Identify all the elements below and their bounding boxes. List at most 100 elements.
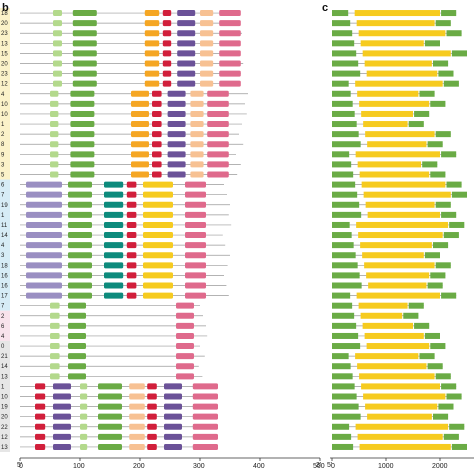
- motif-box: [131, 110, 149, 117]
- x-tick-label: 1000: [378, 463, 394, 470]
- motif-box: [131, 171, 149, 178]
- motif-box: [200, 80, 214, 87]
- motif-box: [53, 10, 62, 17]
- motif-box: [192, 443, 218, 450]
- motif-box: [126, 262, 137, 269]
- motif-box: [53, 80, 62, 87]
- motif-box: [53, 423, 71, 430]
- motif-box: [26, 272, 62, 279]
- group-band: [0, 310, 10, 341]
- motif-box: [185, 201, 206, 208]
- motif-box: [68, 373, 86, 380]
- cds-box: [356, 20, 435, 27]
- motif-box: [72, 60, 97, 67]
- motif-box: [53, 443, 71, 450]
- utr-box: [430, 100, 446, 107]
- utr-box: [332, 332, 359, 339]
- cds-box: [367, 413, 432, 420]
- gene-row: [332, 252, 440, 259]
- motif-box: [68, 201, 92, 208]
- row-label: 14: [1, 233, 8, 239]
- utr-box: [332, 343, 361, 350]
- motif-box: [167, 161, 186, 168]
- cds-box: [360, 242, 432, 249]
- motif-box: [72, 20, 97, 27]
- cds-box: [355, 151, 440, 158]
- row-label: 4: [1, 243, 5, 249]
- motif-box: [185, 221, 206, 228]
- utr-box: [332, 100, 353, 107]
- utr-box: [332, 171, 354, 178]
- motif-box: [72, 10, 97, 17]
- motif-row: [20, 383, 218, 390]
- motif-box: [104, 201, 124, 208]
- motif-box: [35, 393, 46, 400]
- utr-box: [435, 201, 451, 208]
- motif-box: [50, 141, 59, 148]
- motif-box: [185, 252, 206, 259]
- motif-box: [70, 121, 95, 128]
- motif-box: [26, 221, 62, 228]
- motif-row: [20, 272, 224, 279]
- motif-box: [162, 80, 172, 87]
- motif-box: [131, 151, 149, 158]
- cds-box: [362, 322, 413, 329]
- gene-row: [332, 383, 457, 390]
- motif-box: [185, 232, 206, 239]
- motif-row: [20, 312, 203, 319]
- motif-box: [219, 20, 241, 27]
- motif-box: [190, 171, 204, 178]
- row-label: 12: [1, 435, 8, 441]
- gene-row: [332, 70, 454, 77]
- motif-box: [177, 70, 196, 77]
- motif-box: [53, 403, 71, 410]
- motif-box: [72, 50, 97, 57]
- utr-box: [332, 403, 359, 410]
- motif-box: [35, 443, 46, 450]
- motif-box: [98, 413, 122, 420]
- utr-box: [332, 393, 357, 400]
- gene-row: [332, 121, 424, 128]
- motif-box: [177, 10, 196, 17]
- cds-box: [361, 181, 446, 188]
- utr-box: [332, 252, 356, 259]
- motif-box: [98, 443, 122, 450]
- motif-box: [200, 50, 214, 57]
- utr-box: [441, 383, 457, 390]
- motif-box: [143, 272, 173, 279]
- utr-box: [419, 353, 435, 360]
- motif-box: [200, 70, 214, 77]
- motif-box: [131, 121, 149, 128]
- motif-box: [26, 181, 62, 188]
- motif-box: [144, 40, 160, 47]
- cds-box: [363, 191, 451, 198]
- motif-box: [68, 292, 92, 299]
- utr-box: [332, 221, 350, 228]
- motif-box: [143, 221, 173, 228]
- motif-box: [68, 232, 92, 239]
- motif-box: [68, 312, 86, 319]
- motif-box: [144, 70, 160, 77]
- motif-box: [207, 151, 229, 158]
- motif-box: [176, 312, 194, 319]
- motif-box: [164, 393, 182, 400]
- motif-box: [70, 151, 95, 158]
- row-label: 8: [1, 142, 5, 148]
- x-tick-label: 200: [133, 463, 145, 470]
- motif-row: [20, 50, 241, 57]
- motif-row: [20, 443, 218, 450]
- cds-box: [359, 171, 430, 178]
- motif-row: [20, 201, 230, 208]
- motif-box: [185, 191, 206, 198]
- motif-box: [68, 363, 86, 370]
- motif-box: [177, 40, 196, 47]
- motif-box: [68, 322, 86, 329]
- motif-box: [207, 121, 229, 128]
- cds-box: [357, 433, 443, 440]
- utr-box: [408, 302, 424, 309]
- motif-rows: [20, 10, 248, 450]
- gene-row: [332, 221, 465, 228]
- motif-box: [50, 121, 59, 128]
- row-label: 17: [1, 294, 8, 300]
- motif-box: [144, 50, 160, 57]
